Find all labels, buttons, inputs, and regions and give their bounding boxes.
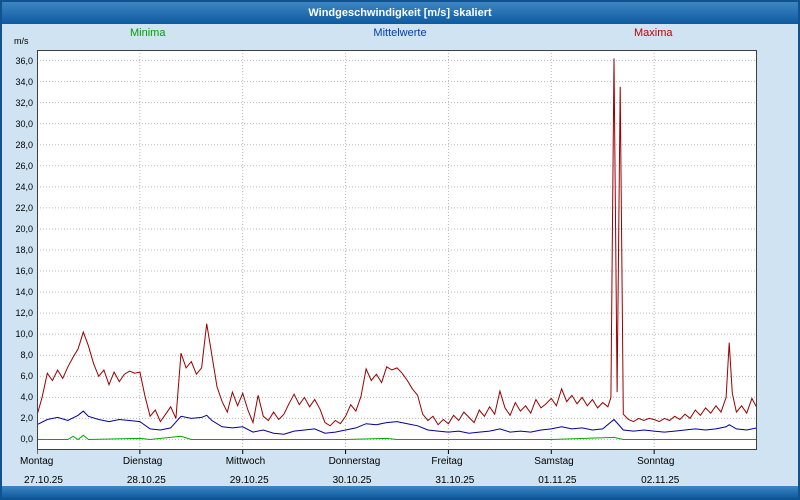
x-axis-day-label: Freitag [431, 456, 463, 467]
chart-legend: Minima Mittelwerte Maxima [2, 27, 798, 43]
y-axis-label: 22,0 [15, 202, 33, 213]
y-axis-label: 4,0 [20, 392, 33, 403]
legend-mittelwerte: Mittelwerte [373, 27, 427, 39]
plot-area [37, 50, 757, 455]
x-axis-date-label: 29.10.25 [229, 475, 269, 486]
series-maxima-line [37, 58, 757, 427]
y-axis-label: 34,0 [15, 76, 33, 87]
y-axis-labels: 0,0 2,0 4,0 6,0 8,0 10,0 12,0 14,0 16,0 18,0 20,0 2… [2, 50, 34, 455]
y-axis-label: 32,0 [15, 97, 33, 108]
x-axis-day-label: Mittwoch [225, 456, 266, 467]
y-axis-label: 30,0 [15, 118, 33, 129]
legend-minima: Minima [130, 27, 166, 39]
x-axis-day-label: Sonntag [637, 456, 675, 467]
window-title: Windgeschwindigkeit [m/s] skaliert [308, 7, 492, 19]
plot-border [37, 50, 757, 450]
x-axis-date-label: 30.10.25 [332, 475, 372, 486]
y-axis-label: 12,0 [15, 308, 33, 319]
x-axis-date-label: 31.10.25 [435, 475, 475, 486]
y-axis-label: 28,0 [15, 139, 33, 150]
x-axis-labels: Montag 27.10.25 Dienstag 28.10.25 Mittwoch 29… [20, 456, 757, 492]
window-titlebar[interactable]: Windgeschwindigkeit [m/s] skaliert [2, 2, 798, 24]
y-axis-label: 14,0 [15, 287, 33, 298]
legend-maxima: Maxima [634, 27, 673, 39]
y-axis-label: 10,0 [15, 329, 33, 340]
y-axis-label: 20,0 [15, 223, 33, 234]
x-axis-day-label: Dienstag [122, 456, 163, 467]
y-axis-label: 36,0 [15, 55, 33, 66]
y-axis-label: 26,0 [15, 160, 33, 171]
x-axis-day-label: Samstag [534, 456, 574, 467]
y-axis-label: 8,0 [20, 350, 33, 361]
series-minima-line [37, 434, 757, 441]
y-axis-unit-label: m/s [14, 36, 29, 46]
y-axis-label: 2,0 [20, 413, 33, 424]
x-axis-date-label: 28.10.25 [126, 475, 166, 486]
window-footer [2, 486, 798, 498]
x-axis-date-label: 02.11.25 [641, 475, 680, 486]
y-axis-label: 16,0 [15, 266, 33, 277]
y-axis-label: 6,0 [20, 371, 33, 382]
y-axis-label: 0,0 [20, 434, 33, 445]
series-mittelwerte-line [37, 410, 757, 435]
y-axis-label: 18,0 [15, 245, 33, 255]
chart-canvas [37, 50, 757, 454]
x-axis-day-label: Donnerstag [328, 456, 381, 467]
x-axis-date-label: 27.10.25 [24, 475, 63, 486]
x-axis-day-label: Montag [20, 456, 54, 467]
x-axis-date-label: 01.11.25 [538, 475, 577, 486]
y-axis-label: 24,0 [15, 181, 33, 192]
